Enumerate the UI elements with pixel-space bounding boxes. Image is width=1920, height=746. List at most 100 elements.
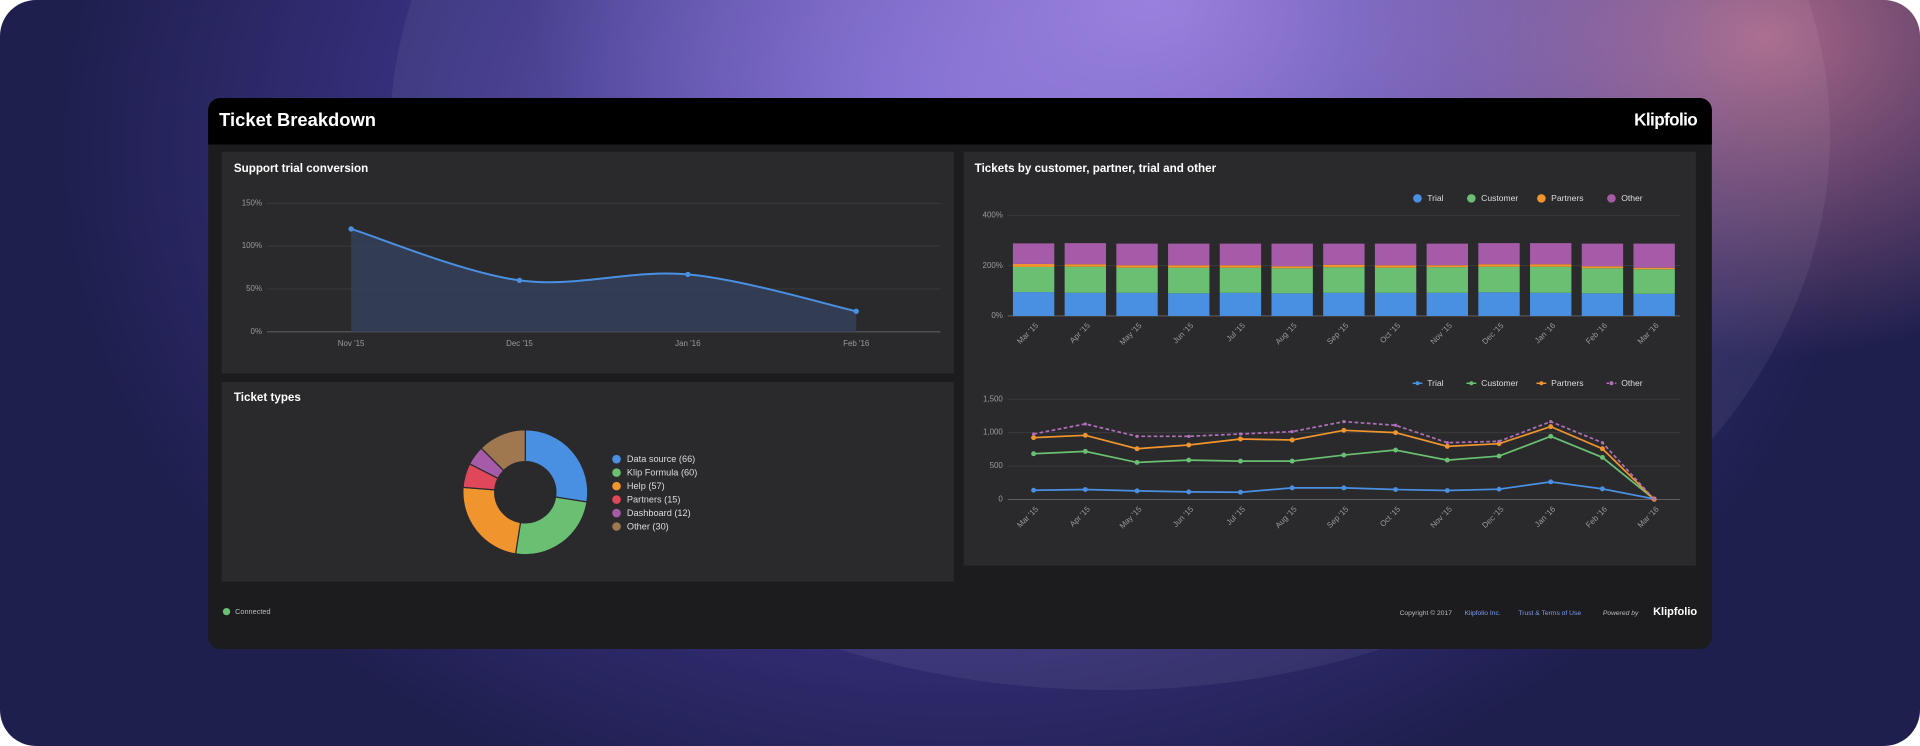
bar-segment [1271,293,1313,316]
bar-segment [1116,292,1158,316]
bar-segment [1426,267,1468,293]
point [1497,439,1501,443]
bar-segment [1581,266,1624,269]
bar-segment [1323,264,1365,268]
point [1031,487,1037,493]
bar-segment [1064,266,1107,293]
area [351,228,857,332]
y-tick-label: 1,500 [983,394,1003,403]
bar-segment [1064,264,1107,267]
bar-segment [1064,243,1107,265]
legend-swatch [612,454,621,464]
point [1393,423,1398,427]
bar-segment [1168,265,1210,268]
point [1600,441,1605,445]
y-tick-label: 150% [242,198,262,207]
point [1496,486,1502,492]
point [1290,430,1294,434]
x-tick-label: Jan '16 [675,339,701,348]
x-tick-label: Dec '15 [506,339,533,348]
bar-segment [1581,293,1624,316]
legend-swatch [612,481,621,491]
point [1082,448,1088,454]
point [1341,427,1347,433]
bar-segment [1219,265,1262,268]
bar-segment [1478,243,1520,265]
legend-label: Customer [1481,193,1518,203]
point [516,277,523,284]
widget-panel [221,382,954,582]
logo[interactable]: Klipfolio [1634,110,1698,130]
bar-segment [1530,266,1572,293]
bar-segment [1012,292,1055,316]
bar-segment [1168,267,1210,294]
point [1445,441,1449,445]
bar-segment [1426,265,1468,268]
bar-segment [1012,263,1055,267]
point [1031,435,1037,441]
widget-panel [963,151,1696,566]
point [1238,436,1243,442]
legend-swatch [612,495,621,504]
bar-segment [1323,243,1365,265]
legend-swatch [1537,194,1546,203]
point [1083,422,1087,426]
y-tick-label: 0% [991,311,1002,320]
bar-segment [1581,268,1624,294]
bar-segment [1374,292,1417,316]
legend-swatch [1539,381,1544,386]
point [1186,489,1192,495]
bar-segment [1633,293,1675,316]
header-bar [208,97,1712,145]
bar-segment [1426,243,1468,266]
point [853,308,859,314]
bar-segment [1168,243,1210,266]
bar-segment [1633,269,1675,294]
donut-slice [480,429,526,472]
bar-segment [1530,292,1572,316]
y-tick-label: 400% [983,211,1003,220]
powered-by: Powered by [1603,610,1639,617]
point [1549,420,1553,424]
legend-label: Help (57) [627,481,665,491]
line [350,228,857,313]
point [1289,485,1295,491]
bar-segment [1478,266,1520,293]
bar-segment [1633,243,1675,268]
legend-label: Partners (15) [627,495,681,505]
point [1186,457,1192,463]
point [1186,442,1192,448]
point [1082,487,1088,492]
point [1393,487,1399,492]
x-tick-label: Feb '16 [843,339,870,348]
legend-label: Other [1621,378,1643,388]
bar-segment [1323,267,1365,293]
point [1289,458,1295,464]
legend-label: Other [1621,193,1643,203]
y-tick-label: 200% [983,261,1003,270]
bar-segment [1271,268,1313,294]
terms-link[interactable]: Trust & Terms of Use [1518,610,1581,617]
copyright: Copyright © 2017 [1400,609,1453,617]
company-link[interactable]: Klipfolio Inc. [1464,610,1500,617]
legend-swatch [1607,194,1616,203]
bar-segment [1478,292,1520,316]
bar-segment [1012,266,1055,293]
point [1393,447,1399,453]
donut-slice [462,486,522,555]
bar-segment [1116,265,1158,268]
point [1134,459,1140,465]
bar-segment [1530,264,1572,267]
bar-segment [1219,267,1262,293]
point [1393,430,1399,436]
legend-label: Partners [1551,378,1583,388]
legend-label: Customer [1481,378,1518,388]
point [1187,434,1191,438]
widget-title: Support trial conversion [234,162,368,175]
bar-segment [1323,292,1365,316]
point [1548,433,1554,439]
point [348,226,354,232]
y-tick-label: 0 [998,495,1003,504]
